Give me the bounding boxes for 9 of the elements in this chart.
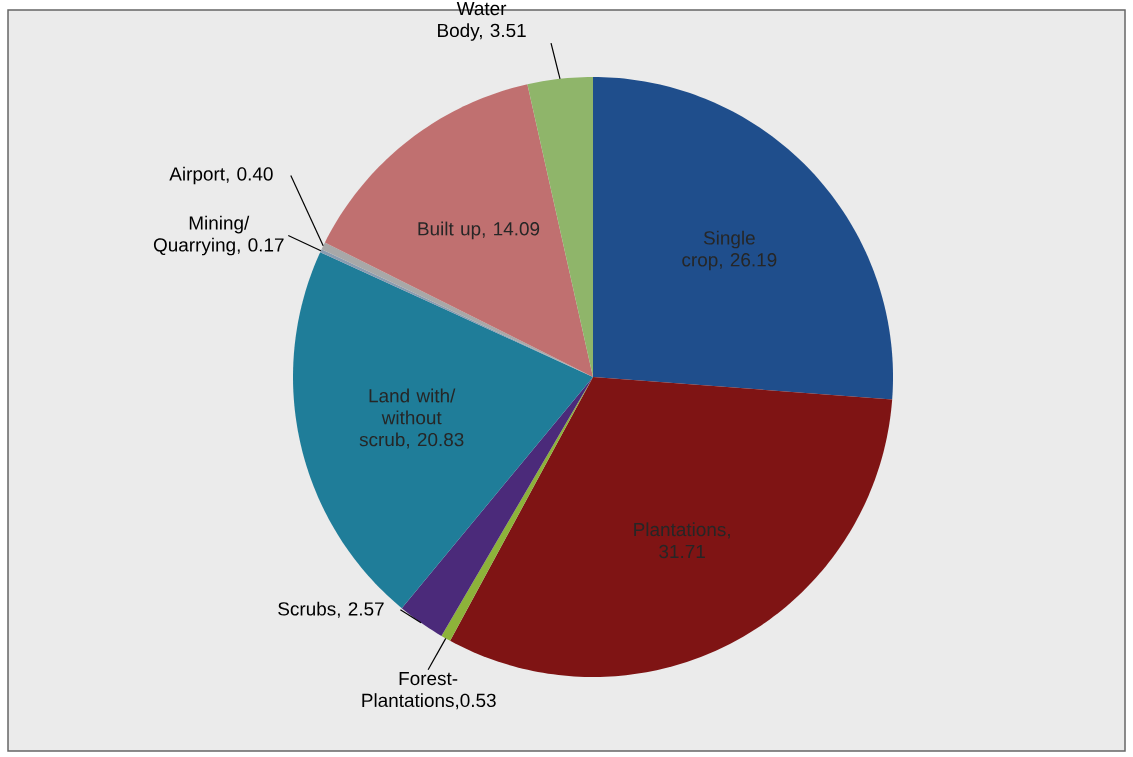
slice-label: Plantations, 31.71 [634,522,730,559]
slice-label: Forest-Plantations,0.53 [362,671,496,710]
slice-label: Water Body, 3.51 [438,1,526,41]
slice-label: Land with/ without scrub, 20.83 [359,388,464,449]
slice-label: Built up, 14.09 [418,221,540,240]
slice-label: Single crop, 26.19 [682,230,777,271]
slice-label: Mining/ Quarrying, 0.17 [153,215,284,256]
slice-label: Airport, 0.40 [169,166,273,185]
slice-label: Scrubs, 2.57 [278,601,384,618]
